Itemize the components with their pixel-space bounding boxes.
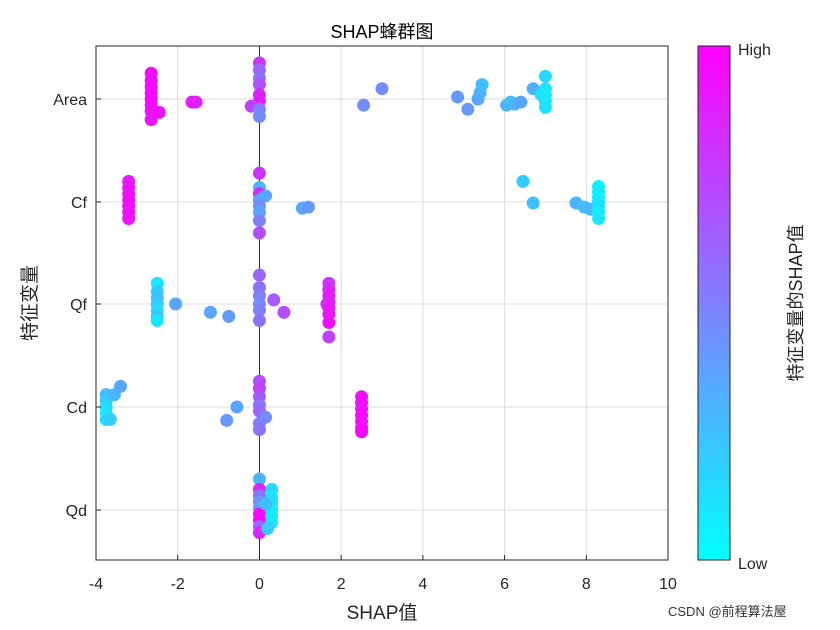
plot-area [96, 46, 668, 560]
x-tick-label: 0 [255, 576, 264, 593]
data-point-cf [252, 166, 266, 180]
x-tick-label: 10 [659, 576, 677, 593]
data-point-area [514, 95, 528, 109]
data-point-cd [114, 379, 128, 393]
y-tick-label: Qf [70, 297, 87, 314]
data-point-qd [261, 522, 275, 536]
data-point-qf [252, 268, 266, 282]
data-point-area [152, 105, 166, 119]
data-point-area [461, 102, 475, 116]
y-tick-label: Area [53, 92, 87, 109]
data-point-cd [355, 425, 369, 439]
data-point-cd [220, 413, 234, 427]
data-point-area [475, 78, 489, 92]
data-point-area [189, 95, 203, 109]
colorbar-low-label: Low [738, 556, 768, 573]
data-point-cd [252, 423, 266, 437]
data-point-area [252, 110, 266, 124]
x-tick-label: 4 [418, 576, 427, 593]
x-tick-label: -4 [89, 576, 103, 593]
data-point-qd [259, 497, 273, 511]
data-point-area [534, 88, 548, 102]
x-tick-label: 8 [582, 576, 591, 593]
data-point-cf [259, 189, 273, 203]
data-point-cf [122, 211, 136, 225]
data-point-cd [230, 400, 244, 414]
data-point-qf [222, 309, 236, 323]
data-point-area [252, 78, 266, 92]
data-point-qf [322, 330, 336, 344]
data-point-cf [252, 226, 266, 240]
x-tick-label: 6 [500, 576, 509, 593]
data-point-qf [252, 313, 266, 327]
x-tick-label: -2 [171, 576, 185, 593]
watermark: CSDN @前程算法屋 [668, 604, 787, 619]
data-point-area [538, 69, 552, 83]
colorbar [697, 45, 731, 561]
y-tick-label: Qd [66, 503, 87, 520]
data-point-qf [252, 303, 266, 317]
scatter-points [99, 56, 606, 540]
data-point-area [375, 82, 389, 96]
data-point-cd [103, 412, 117, 426]
y-axis-title: 特征变量 [19, 265, 41, 341]
data-point-qf [277, 305, 291, 319]
data-point-qf [169, 297, 183, 311]
data-point-cf [252, 214, 266, 228]
chart-title: SHAP蜂群图 [330, 22, 433, 42]
data-point-cf [526, 196, 540, 210]
data-point-cf [301, 200, 315, 214]
x-axis-title: SHAP值 [347, 602, 418, 624]
data-point-area [538, 100, 552, 114]
plot-frame [95, 45, 669, 561]
y-ticks: Area Cf Qf Cd Qd [53, 92, 101, 520]
data-point-qf [322, 316, 336, 330]
data-point-qf [203, 305, 217, 319]
colorbar-high-label: High [738, 42, 771, 59]
y-tick-label: Cd [67, 400, 87, 417]
data-point-cf [516, 174, 530, 188]
colorbar-title: 特征变量的SHAP值 [786, 224, 806, 381]
data-point-qf [150, 313, 164, 327]
y-tick-label: Cf [71, 195, 88, 212]
data-point-qf [267, 293, 281, 307]
data-point-qd [252, 472, 266, 486]
data-point-cf [592, 211, 606, 225]
x-tick-label: 2 [337, 576, 346, 593]
x-ticks: -4 -2 0 2 4 6 8 10 [89, 555, 677, 593]
data-point-area [451, 90, 465, 104]
data-point-area [357, 98, 371, 112]
